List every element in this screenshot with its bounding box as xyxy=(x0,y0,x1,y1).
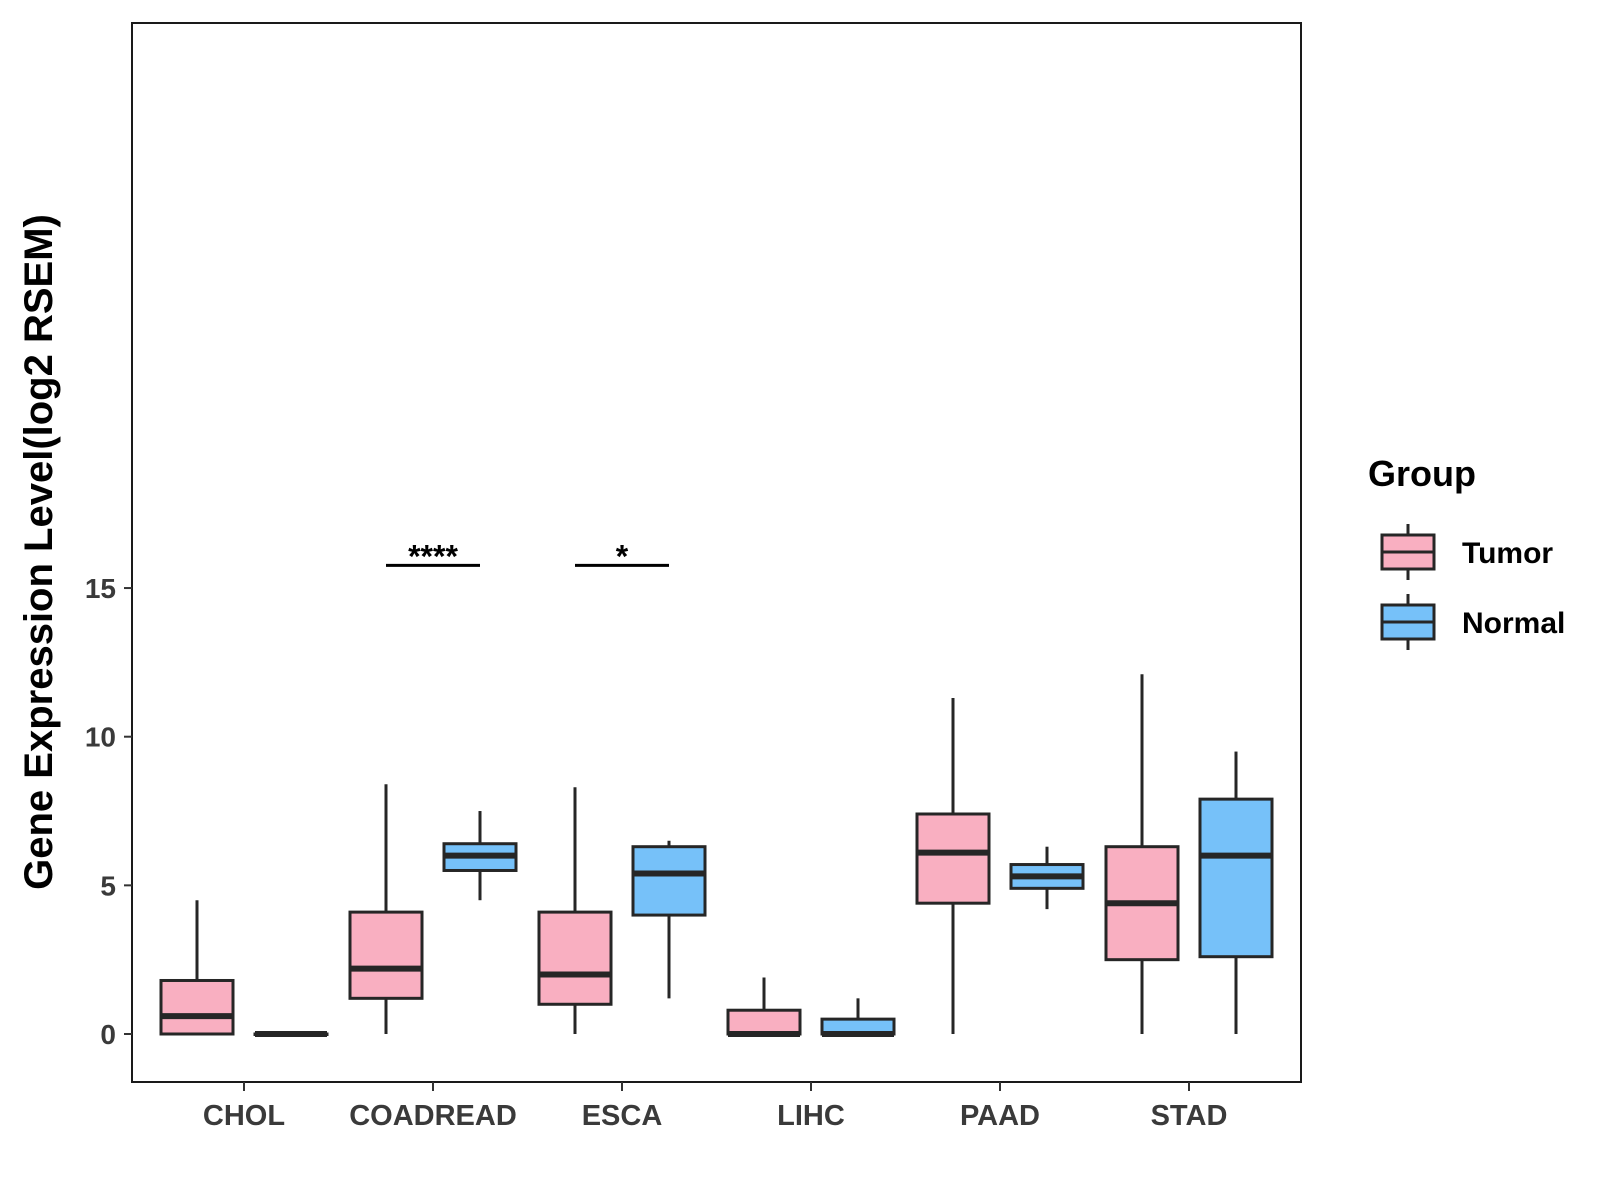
box-body xyxy=(537,910,613,1006)
box-body xyxy=(159,978,235,1036)
y-axis-title: Gene Expression Level(log2 RSEM) xyxy=(17,214,61,890)
box-body xyxy=(1198,797,1274,959)
x-tick-label: ESCA xyxy=(582,1100,663,1132)
x-tick-label: CHOL xyxy=(203,1100,285,1132)
box-coadread-normal xyxy=(442,811,518,901)
box-body xyxy=(348,910,424,1000)
box-paad-normal xyxy=(1009,846,1085,910)
legend: Group Tumor Normal xyxy=(1368,453,1565,650)
box-stad-tumor xyxy=(1104,674,1180,1034)
significance-label: **** xyxy=(408,538,458,574)
y-axis: 0 5 10 15 xyxy=(85,573,132,1050)
legend-label-tumor: Tumor xyxy=(1462,537,1553,570)
x-tick-label: LIHC xyxy=(777,1100,845,1132)
legend-title: Group xyxy=(1368,453,1476,494)
box-chol-normal xyxy=(253,1031,329,1037)
significance-annotations: **** * xyxy=(386,538,669,574)
box-stad-normal xyxy=(1198,751,1274,1034)
significance-label: * xyxy=(616,538,629,574)
box-lihc-tumor xyxy=(726,977,802,1037)
y-tick-label: 15 xyxy=(85,573,116,604)
legend-key-normal xyxy=(1380,594,1436,650)
box-lihc-normal xyxy=(820,998,896,1037)
legend-label-normal: Normal xyxy=(1462,607,1565,640)
box-body xyxy=(726,1008,802,1036)
legend-key-tumor xyxy=(1380,524,1436,580)
box-body xyxy=(631,845,707,917)
y-tick-label: 0 xyxy=(100,1019,116,1050)
box-esca-normal xyxy=(631,840,707,999)
y-tick-label: 5 xyxy=(100,870,116,901)
x-tick-label: STAD xyxy=(1151,1100,1228,1132)
box-paad-tumor xyxy=(915,698,991,1034)
box-coadread-tumor xyxy=(348,784,424,1034)
box-esca-tumor xyxy=(537,787,613,1034)
x-tick-label: COADREAD xyxy=(349,1100,517,1132)
x-axis: CHOL COADREAD ESCA LIHC PAAD STAD xyxy=(203,1082,1227,1132)
y-tick-label: 10 xyxy=(85,722,116,753)
box-body xyxy=(915,812,991,905)
box-chol-tumor xyxy=(159,900,235,1036)
boxes-layer xyxy=(159,674,1274,1037)
x-tick-label: PAAD xyxy=(960,1100,1040,1132)
